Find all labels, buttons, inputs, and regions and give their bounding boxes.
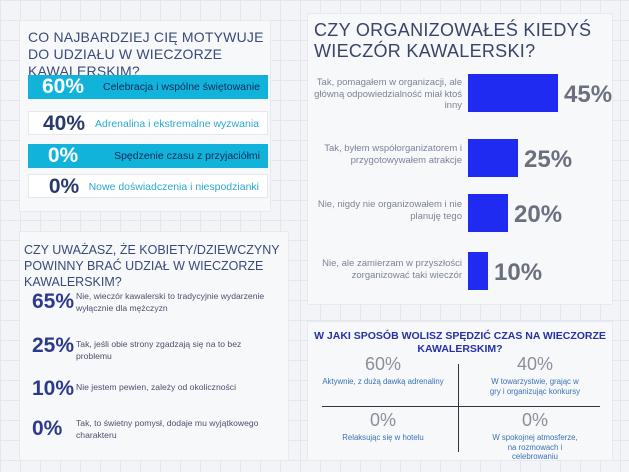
opinion-pct: 25% xyxy=(32,334,75,357)
bar-category-label: Tak, byłem współorganizatorem i przygoto… xyxy=(324,143,462,166)
bar-category-label: Nie, ale zamierzam w przyszłości zorgani… xyxy=(322,258,462,281)
bar-category-label: Tak, pomagałem w organizacji, ale główną… xyxy=(314,77,462,111)
quadrant-pct: 0% xyxy=(369,410,396,430)
organized-title: CZY ORGANIZOWAŁEŚ KIEDYŚ WIECZÓR KAWALER… xyxy=(314,20,592,61)
motivation-row: 0% Spędzenie czasu z przyjaciółmi xyxy=(28,144,268,168)
bar xyxy=(468,252,488,290)
women-participation-title: CZY UWAŻASZ, ŻE KOBIETY/DZIEWCZYNY POWIN… xyxy=(24,243,280,289)
motivation-panel: CO NAJBARDZIEJ CIĘ MOTYWUJE DO UDZIAŁU W… xyxy=(20,21,270,211)
quadrant: 0% Relaksując się w hotelu xyxy=(308,410,458,443)
preference-panel: W JAKI SPOSÓB WOLISZ SPĘDZIĆ CZAS NA WIE… xyxy=(308,322,612,462)
quadrant-label: Relaksując się w hotelu xyxy=(342,433,424,442)
bar xyxy=(468,74,558,112)
opinion-pct: 0% xyxy=(32,417,63,440)
bar-value-label: 20% xyxy=(514,201,563,228)
motivation-label: Adrenalina i ekstremalne wyzwania xyxy=(95,118,259,130)
opinion-row: 65% Nie, wieczór kawalerski to tradycyjn… xyxy=(20,285,288,319)
bar xyxy=(468,194,508,232)
quadrant-label: W towarzystwie, grając w gry i organizuj… xyxy=(489,377,581,396)
quadrant-label: Aktywnie, z dużą dawką adrenaliny xyxy=(322,377,444,386)
women-participation-panel: CZY UWAŻASZ, ŻE KOBIETY/DZIEWCZYNY POWIN… xyxy=(20,232,288,460)
opinion-row: 25% Tak, jeśli obie strony zgadzają się … xyxy=(20,329,288,363)
preference-title: W JAKI SPOSÓB WOLISZ SPĘDZIĆ CZAS NA WIE… xyxy=(314,330,606,355)
bar xyxy=(468,139,518,177)
bar-value-label: 45% xyxy=(564,81,613,108)
bar-value-label: 25% xyxy=(524,146,573,173)
organized-bar-chart xyxy=(468,74,558,290)
motivation-row: 60% Celebracja i wspólne świętowanie xyxy=(28,75,268,99)
opinion-row: 10% Nie jestem pewien, zależy od okolicz… xyxy=(20,372,288,406)
motivation-pct: 0% xyxy=(48,175,80,198)
motivation-label: Celebracja i wspólne świętowanie xyxy=(103,81,260,93)
quadrant-pct: 60% xyxy=(364,354,402,374)
quadrant-divider-horizontal xyxy=(322,406,600,407)
quadrant: 0% W spokojnej atmosferze, na rozmowach … xyxy=(460,410,610,462)
quadrant-pct: 40% xyxy=(516,354,554,374)
motivation-pct: 0% xyxy=(47,144,79,167)
quadrant-divider-vertical xyxy=(458,364,459,452)
quadrant: 40% W towarzystwie, grając w gry i organ… xyxy=(460,354,610,396)
motivation-label: Nowe doświadczenia i niespodzianki xyxy=(88,181,259,193)
motivation-pct: 40% xyxy=(42,112,86,135)
quadrant: 60% Aktywnie, z dużą dawką adrenaliny xyxy=(308,354,458,387)
opinion-label: Nie jestem pewien, zależy od okolicznośc… xyxy=(76,382,237,392)
motivation-row: 40% Adrenalina i ekstremalne wyzwania xyxy=(28,111,268,135)
opinion-pct: 65% xyxy=(32,290,75,313)
bar-category-label: Nie, nigdy nie organizowałem i nie planu… xyxy=(317,199,462,222)
motivation-pct: 60% xyxy=(41,75,85,98)
opinion-row: 0% Tak, to świetny pomysł, dodaje mu wyj… xyxy=(20,412,288,446)
bar-value-label: 10% xyxy=(494,259,543,286)
opinion-pct: 10% xyxy=(32,377,75,400)
opinion-label: Tak, to świetny pomysł, dodaje mu wyjątk… xyxy=(76,418,259,440)
motivation-label: Spędzenie czasu z przyjaciółmi xyxy=(114,150,260,162)
motivation-row: 0% Nowe doświadczenia i niespodzianki xyxy=(28,174,268,198)
quadrant-pct: 0% xyxy=(521,410,548,430)
opinion-label: Tak, jeśli obie strony zgadzają się na t… xyxy=(76,339,242,361)
opinion-label: Nie, wieczór kawalerski to tradycyjnie w… xyxy=(76,291,265,313)
quadrant-label: W spokojnej atmosferze, na rozmowach i c… xyxy=(492,433,578,461)
organized-panel: CZY ORGANIZOWAŁEŚ KIEDYŚ WIECZÓR KAWALER… xyxy=(308,14,612,304)
motivation-title: CO NAJBARDZIEJ CIĘ MOTYWUJE DO UDZIAŁU W… xyxy=(28,29,264,79)
